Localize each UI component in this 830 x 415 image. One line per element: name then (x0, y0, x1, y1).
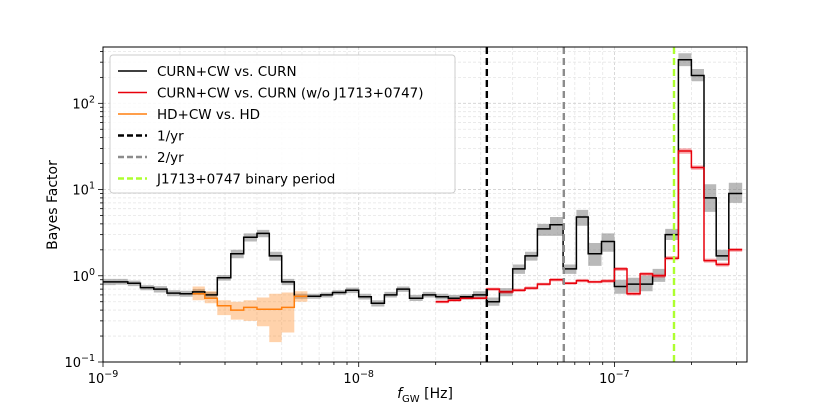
legend-entry-label: J1713+0747 binary period (156, 172, 335, 188)
y-tick-label: 100 (72, 267, 95, 285)
series-lines (103, 59, 743, 311)
legend-frame (109, 54, 456, 194)
legend-entry-label: CURN+CW vs. CURN (157, 64, 297, 80)
y-axis-label: Bayes Factor (45, 160, 61, 250)
x-axis-label-main: f (397, 386, 404, 402)
axis-ticks (98, 51, 737, 367)
x-tick-label: 10−8 (343, 369, 374, 387)
x-tick-label: 10−7 (599, 369, 630, 387)
axis-tick-labels: 10−9 10−8 10−7 10−1 100 101 102 (64, 94, 629, 387)
band-hd-cw (192, 286, 308, 343)
x-tick-label: 10−9 (88, 369, 119, 387)
legend-entry-label: 2/yr (157, 150, 184, 166)
y-tick-label: 102 (72, 94, 95, 112)
x-axis-label-subscript: GW (402, 394, 420, 405)
legend-entry-label: 1/yr (157, 129, 184, 145)
legend-entry-label: CURN+CW vs. CURN (w/o J1713+0747) (157, 86, 424, 102)
legend: CURN+CW vs. CURN CURN+CW vs. CURN (w/o J1… (109, 54, 456, 194)
x-axis-label-unit: [Hz] (420, 386, 453, 402)
reference-lines (485, 47, 676, 362)
plot-frame (102, 46, 748, 363)
series-line-curn-cw-no-j1713 (435, 150, 743, 303)
uncertainty-bands (103, 53, 743, 343)
x-axis-label: fGW [Hz] (397, 386, 453, 405)
y-tick-label: 101 (72, 181, 95, 199)
series-line-hd-cw (192, 292, 308, 311)
y-tick-label: 10−1 (64, 353, 95, 371)
legend-entry-label: HD+CW vs. HD (157, 107, 260, 123)
